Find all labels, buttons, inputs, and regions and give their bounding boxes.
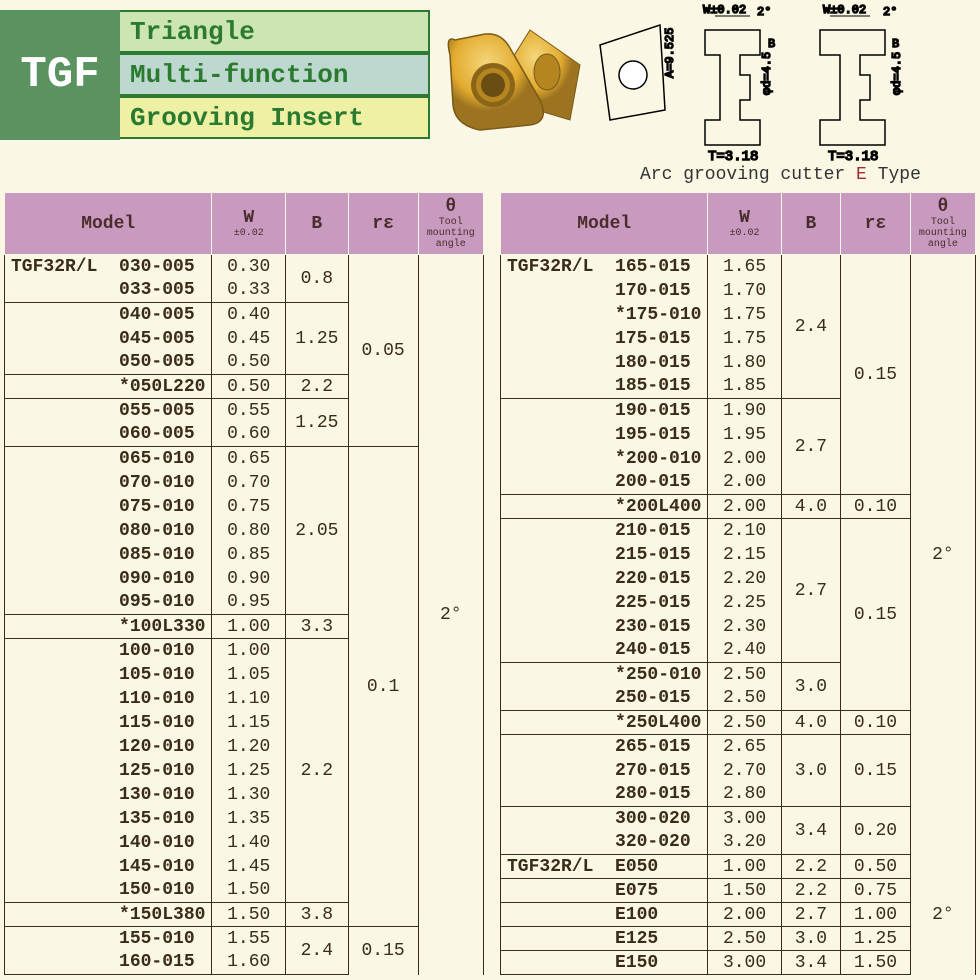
table-row: 080-010 bbox=[5, 519, 212, 543]
col-model: Model bbox=[501, 193, 708, 255]
table-row: 230-015 bbox=[501, 615, 708, 639]
table-row: 320-020 bbox=[501, 831, 708, 855]
table-row: 090-010 bbox=[5, 567, 212, 591]
table-row: E100 bbox=[501, 903, 708, 927]
svg-text:2°: 2° bbox=[883, 5, 897, 19]
svg-text:φd=4.5: φd=4.5 bbox=[890, 52, 904, 95]
spec-table-left: Model W±0.02 B rε θTool mounting angle T… bbox=[4, 192, 484, 975]
col-w: W±0.02 bbox=[212, 193, 286, 255]
table-row: *250L400 bbox=[501, 711, 708, 735]
table-row: 120-010 bbox=[5, 735, 212, 759]
table-row: 175-015 bbox=[501, 327, 708, 351]
table-row: *250-010 bbox=[501, 663, 708, 687]
table-row: *100L330 bbox=[5, 615, 212, 639]
title-line-2: Multi-function bbox=[120, 53, 430, 96]
table-row: 195-015 bbox=[501, 423, 708, 447]
diagram-e-type: W±0.02 2° B φd=4.5 T=3.18 bbox=[790, 0, 980, 165]
table-row: 075-010 bbox=[5, 495, 212, 519]
table-row: 220-015 bbox=[501, 567, 708, 591]
table-row: 100-010 bbox=[5, 639, 212, 663]
table-row: 060-005 bbox=[5, 423, 212, 447]
table-row: 065-010 bbox=[5, 447, 212, 471]
svg-text:φd=4.5: φd=4.5 bbox=[760, 52, 774, 95]
insert-illustration bbox=[435, 10, 585, 150]
table-row: 250-015 bbox=[501, 687, 708, 711]
svg-text:A=9.525: A=9.525 bbox=[663, 28, 677, 78]
table-row: 300-020 bbox=[501, 807, 708, 831]
table-row: 150-010 bbox=[5, 879, 212, 903]
table-row: E150 bbox=[501, 951, 708, 975]
svg-text:W±0.02: W±0.02 bbox=[823, 3, 866, 17]
col-re: rε bbox=[841, 193, 911, 255]
table-row: *175-010 bbox=[501, 303, 708, 327]
table-row: 070-010 bbox=[5, 471, 212, 495]
table-row: TGF32R/L 165-015 bbox=[501, 255, 708, 279]
svg-text:T=3.18: T=3.18 bbox=[828, 149, 878, 165]
title-line-3: Grooving Insert bbox=[120, 96, 430, 139]
table-row: 045-005 bbox=[5, 327, 212, 351]
table-row: 095-010 bbox=[5, 591, 212, 615]
table-row: 055-005 bbox=[5, 399, 212, 423]
table-row: 130-010 bbox=[5, 783, 212, 807]
table-row: 085-010 bbox=[5, 543, 212, 567]
table-row: 240-015 bbox=[501, 639, 708, 663]
svg-text:B: B bbox=[768, 37, 775, 51]
col-w: W±0.02 bbox=[708, 193, 781, 255]
table-row: 105-010 bbox=[5, 663, 212, 687]
table-row: *200L400 bbox=[501, 495, 708, 519]
table-row: 215-015 bbox=[501, 543, 708, 567]
table-row: 185-015 bbox=[501, 375, 708, 399]
table-row: E125 bbox=[501, 927, 708, 951]
col-theta: θTool mounting angle bbox=[910, 193, 975, 255]
svg-text:W±0.02: W±0.02 bbox=[703, 3, 746, 17]
svg-text:2°: 2° bbox=[757, 5, 771, 19]
table-row: TGF32R/L 030-005 bbox=[5, 255, 212, 279]
table-row: *050L220 bbox=[5, 375, 212, 399]
col-b: B bbox=[781, 193, 840, 255]
table-row: 033-005 bbox=[5, 279, 212, 303]
svg-text:B: B bbox=[892, 37, 899, 51]
table-row: 125-010 bbox=[5, 759, 212, 783]
col-theta: θTool mounting angle bbox=[418, 193, 483, 255]
table-row: 180-015 bbox=[501, 351, 708, 375]
table-row: *200-010 bbox=[501, 447, 708, 471]
col-re: rε bbox=[348, 193, 418, 255]
diagram-caption: Arc grooving cutter E Type bbox=[640, 165, 921, 185]
table-row: 170-015 bbox=[501, 279, 708, 303]
table-row: 160-015 bbox=[5, 951, 212, 975]
table-row: 270-015 bbox=[501, 759, 708, 783]
table-row: 190-015 bbox=[501, 399, 708, 423]
spec-table-right: Model W±0.02 B rε θTool mounting angle T… bbox=[500, 192, 976, 975]
table-row: TGF32R/L E050 bbox=[501, 855, 708, 879]
col-model: Model bbox=[5, 193, 212, 255]
table-row: 140-010 bbox=[5, 831, 212, 855]
table-row: 110-010 bbox=[5, 687, 212, 711]
table-row: 115-010 bbox=[5, 711, 212, 735]
svg-text:T=3.18: T=3.18 bbox=[708, 149, 758, 165]
title-line-1: Triangle bbox=[120, 10, 430, 53]
table-row: 210-015 bbox=[501, 519, 708, 543]
table-row: 135-010 bbox=[5, 807, 212, 831]
table-row: E075 bbox=[501, 879, 708, 903]
table-row: 280-015 bbox=[501, 783, 708, 807]
table-row: *150L380 bbox=[5, 903, 212, 927]
col-b: B bbox=[286, 193, 349, 255]
header: TGF Triangle Multi-function Grooving Ins… bbox=[0, 10, 430, 140]
logo-tgf: TGF bbox=[0, 10, 120, 140]
table-row: 145-010 bbox=[5, 855, 212, 879]
diagram-arc-cutter: A=9.525 W±0.02 2° B φd=4.5 T=3.18 bbox=[585, 0, 780, 165]
table-row: 200-015 bbox=[501, 471, 708, 495]
table-row: 225-015 bbox=[501, 591, 708, 615]
table-row: 050-005 bbox=[5, 351, 212, 375]
title-stack: Triangle Multi-function Grooving Insert bbox=[120, 10, 430, 140]
table-row: 155-010 bbox=[5, 927, 212, 951]
table-row: 040-005 bbox=[5, 303, 212, 327]
table-row: 265-015 bbox=[501, 735, 708, 759]
